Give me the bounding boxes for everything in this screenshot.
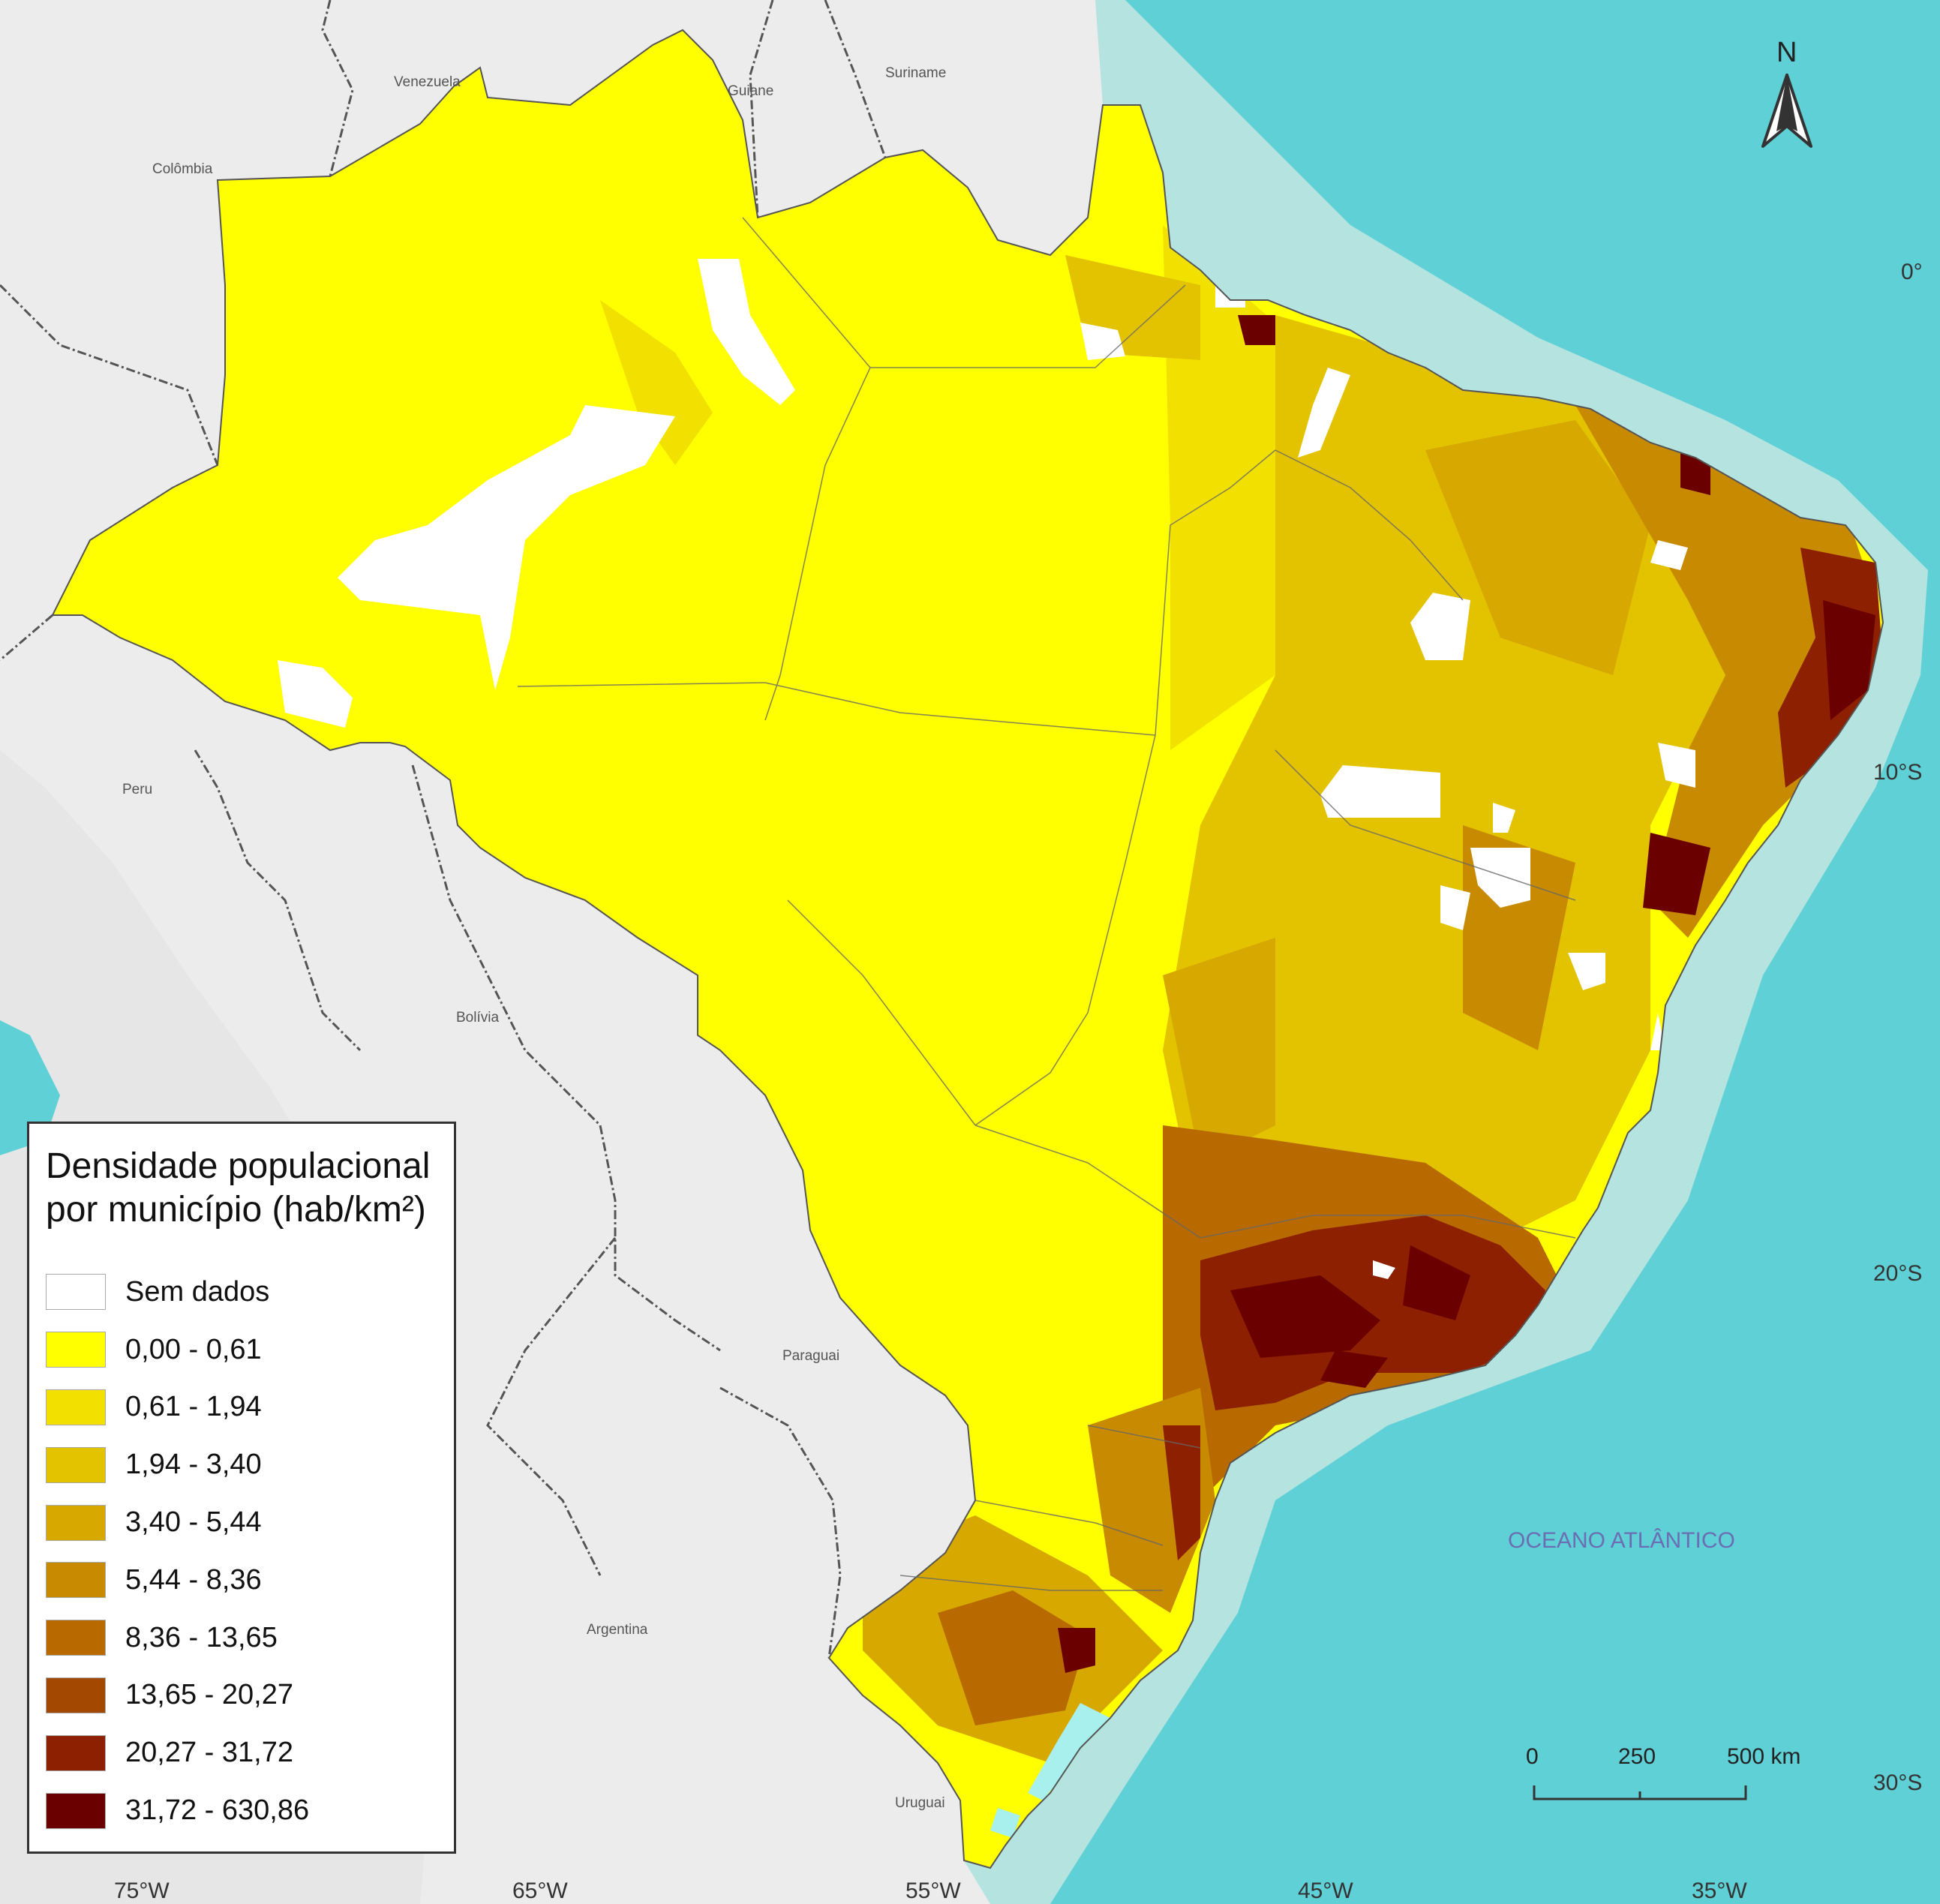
legend-swatch-9 xyxy=(46,1792,106,1829)
lon-label-75w: 75°W xyxy=(114,1878,170,1903)
legend-label: 13,65 - 20,27 xyxy=(125,1679,293,1711)
scale-tick-500: 500 km xyxy=(1727,1744,1800,1769)
legend-title-line1: Densidade populacional xyxy=(46,1146,431,1186)
legend-title: Densidade populacional por município (ha… xyxy=(46,1145,437,1232)
lat-label-10s: 10°S xyxy=(1873,760,1922,785)
country-label-peru: Peru xyxy=(122,782,152,797)
legend-label: 1,94 - 3,40 xyxy=(125,1449,262,1481)
legend-swatch-5 xyxy=(46,1562,106,1599)
legend-item: 5,44 - 8,36 xyxy=(46,1551,437,1609)
lon-label-35w: 35°W xyxy=(1692,1878,1747,1903)
country-label-suriname: Suriname xyxy=(885,65,946,81)
international-borders xyxy=(0,0,887,1659)
scale-bar: 0 250 500 km xyxy=(1526,1744,1800,1800)
legend-item: 13,65 - 20,27 xyxy=(46,1667,437,1725)
country-label-argentina: Argentina xyxy=(587,1622,648,1638)
scale-tick-250: 250 xyxy=(1618,1744,1656,1769)
lon-label-65w: 65°W xyxy=(512,1878,568,1903)
legend-swatch-2 xyxy=(46,1389,106,1425)
legend-item: 8,36 - 13,65 xyxy=(46,1609,437,1667)
scale-tick-0: 0 xyxy=(1526,1744,1539,1769)
lat-label-20s: 20°S xyxy=(1873,1261,1922,1286)
legend-label: 5,44 - 8,36 xyxy=(125,1563,262,1596)
legend-swatch-7 xyxy=(46,1677,106,1713)
north-arrow: N xyxy=(1761,37,1812,148)
country-label-bolivia: Bolívia xyxy=(456,1010,499,1026)
country-label-guiane: Guiane xyxy=(728,83,773,99)
legend-item: 3,40 - 5,44 xyxy=(46,1494,437,1551)
lon-label-55w: 55°W xyxy=(905,1878,961,1903)
legend-item: 1,94 - 3,40 xyxy=(46,1436,437,1494)
legend-label: 31,72 - 630,86 xyxy=(125,1794,310,1827)
legend-title-line2: por município (hab/km²) xyxy=(46,1190,426,1230)
legend-swatch-3 xyxy=(46,1446,106,1483)
legend-swatch-1 xyxy=(46,1332,106,1368)
legend-label: 20,27 - 31,72 xyxy=(125,1737,293,1769)
legend-item: 0,61 - 1,94 xyxy=(46,1379,437,1437)
legend: Densidade populacional por município (ha… xyxy=(27,1122,456,1854)
country-label-paraguai: Paraguai xyxy=(782,1348,839,1364)
legend-item: 31,72 - 630,86 xyxy=(46,1782,437,1839)
legend-item: Sem dados xyxy=(46,1263,437,1321)
legend-item: 0,00 - 0,61 xyxy=(46,1321,437,1379)
north-letter: N xyxy=(1776,37,1797,68)
lat-label-30s: 30°S xyxy=(1873,1770,1922,1795)
legend-label: 0,61 - 1,94 xyxy=(125,1391,262,1423)
legend-item: 20,27 - 31,72 xyxy=(46,1724,437,1782)
legend-swatch-8 xyxy=(46,1734,106,1771)
legend-swatch-4 xyxy=(46,1504,106,1541)
legend-swatch-6 xyxy=(46,1620,106,1656)
legend-label: 8,36 - 13,65 xyxy=(125,1621,278,1653)
country-label-colombia: Colômbia xyxy=(152,161,213,177)
state-borders xyxy=(517,217,1576,1591)
legend-label: 3,40 - 5,44 xyxy=(125,1506,262,1539)
legend-swatch-0 xyxy=(46,1274,106,1311)
lat-label-0: 0° xyxy=(1901,260,1923,284)
legend-label: 0,00 - 0,61 xyxy=(125,1333,262,1365)
country-label-venezuela: Venezuela xyxy=(394,74,461,90)
lon-label-45w: 45°W xyxy=(1298,1878,1353,1903)
country-label-uruguai: Uruguai xyxy=(895,1795,945,1811)
legend-label: Sem dados xyxy=(125,1275,270,1308)
ocean-label: OCEANO ATLÂNTICO xyxy=(1508,1528,1735,1553)
